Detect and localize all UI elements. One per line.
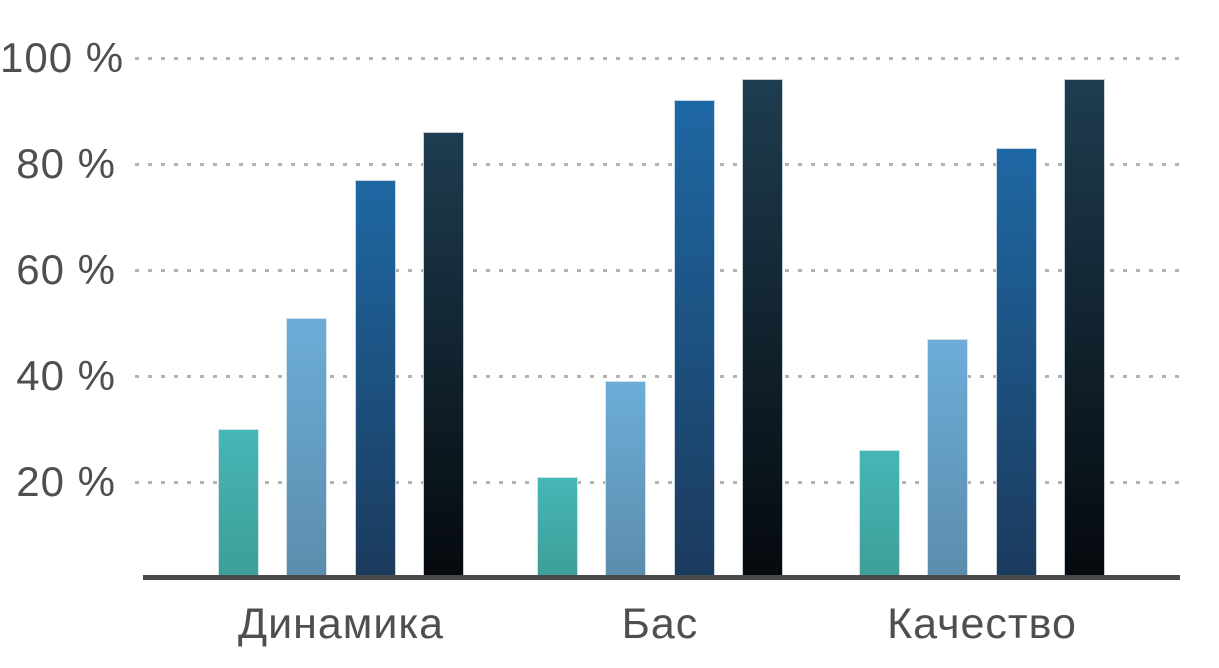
bar-series-1-teal-Динамика [218,429,259,580]
x-category-label: Бас [621,600,699,648]
bar-series-3-darkblue-Динамика [354,179,396,580]
bar-series-2-lightblue-Бас [605,381,647,580]
gridline-20 [135,481,1180,484]
gridline-100 [135,57,1180,60]
gridline-60 [135,269,1180,272]
bar-series-4-navyblack-Качество [1063,79,1105,580]
x-category-label: Качество [887,600,1077,648]
bar-series-2-lightblue-Динамика [286,317,328,580]
plot-area [135,57,1180,580]
bar-series-1-teal-Качество [859,450,900,580]
x-category-label: Динамика [237,600,445,648]
bar-series-3-darkblue-Качество [995,148,1037,580]
gridline-40 [135,375,1180,378]
gridline-80 [135,163,1180,166]
y-tick-label: 40 % [16,352,116,399]
y-tick-label: 60 % [16,246,116,293]
y-tick-label: 80 % [16,140,116,187]
bar-series-1-teal-Бас [537,476,578,580]
y-tick-label: 100 % [0,34,125,81]
bar-series-2-lightblue-Качество [927,338,969,580]
x-axis-line [143,575,1180,580]
bar-series-4-navyblack-Динамика [422,132,464,580]
bar-group-1 [218,58,464,580]
bar-group-3 [859,58,1105,580]
bar-series-3-darkblue-Бас [673,100,715,580]
bar-group-2 [537,58,783,580]
y-tick-label: 20 % [16,458,116,505]
bar-series-4-navyblack-Бас [741,79,783,580]
